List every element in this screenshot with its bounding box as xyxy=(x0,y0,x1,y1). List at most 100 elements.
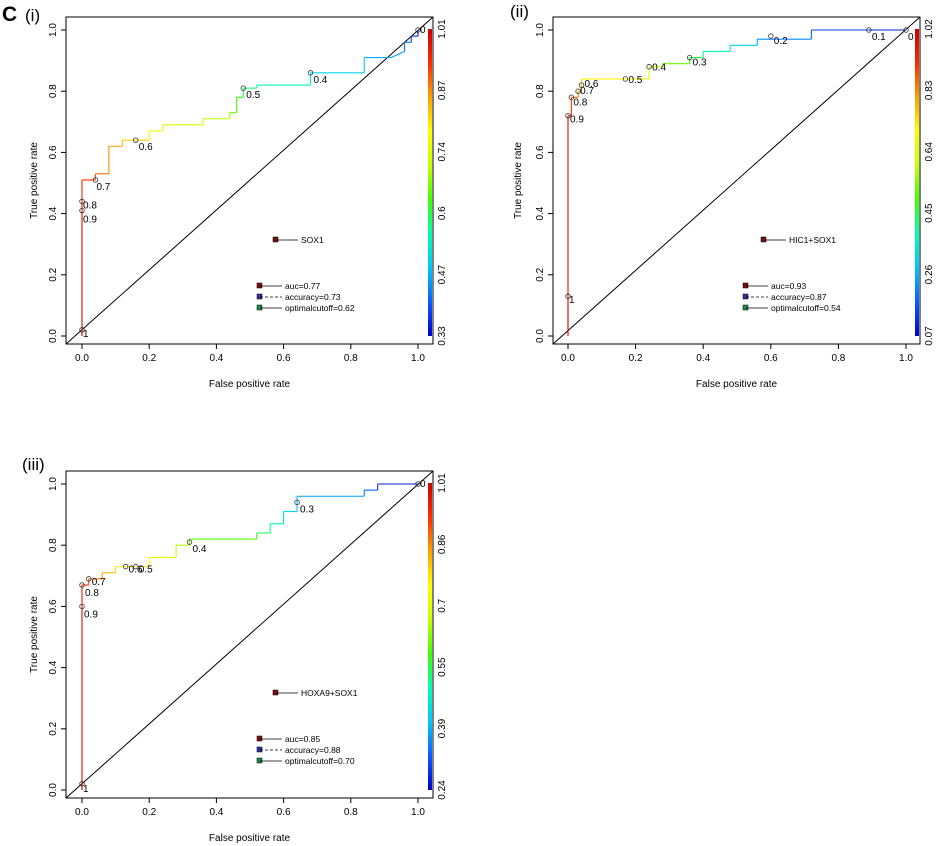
cutoff-label: 0.9 xyxy=(84,609,98,620)
accuracy-legend-marker xyxy=(256,746,263,753)
cutoff-point xyxy=(79,582,85,588)
y-tick-label: 0.4 xyxy=(535,206,546,220)
colorbar xyxy=(428,29,432,336)
cutoff-point xyxy=(294,499,300,506)
colorbar-label: 0.33 xyxy=(437,326,448,346)
cutoff-point xyxy=(79,327,85,333)
cutoff-label: 0.8 xyxy=(573,97,587,108)
auc-legend-marker xyxy=(256,735,263,742)
x-axis-label: False positive rate xyxy=(209,379,291,390)
cutoff-legend-text: optimalcutoff=0.70 xyxy=(285,756,355,766)
x-axis-label: False positive rate xyxy=(696,379,778,390)
cutoff-point xyxy=(133,563,139,570)
cutoff-label: 0.7 xyxy=(580,86,594,97)
y-tick-label: 0.8 xyxy=(535,84,546,98)
auc-legend-marker xyxy=(256,282,263,289)
cutoff-label: 0.4 xyxy=(193,544,207,555)
cutoff-point xyxy=(575,88,581,94)
diagonal-line xyxy=(65,470,434,799)
y-tick-label: 0.4 xyxy=(48,206,59,220)
y-tick-label: 0.8 xyxy=(48,84,59,98)
cutoff-label: 0.4 xyxy=(313,75,327,86)
colorbar-label: 0.45 xyxy=(924,203,935,223)
y-tick-label: 0.6 xyxy=(48,599,59,613)
y-tick-label: 1.0 xyxy=(48,23,59,37)
x-tick-label: 1.0 xyxy=(411,353,425,364)
cutoff-label: 0.7 xyxy=(96,182,110,193)
colorbar-label: 1.02 xyxy=(924,19,935,39)
panel-subtitle: (ii) xyxy=(510,2,529,21)
x-tick-label: 0.6 xyxy=(764,353,778,364)
y-tick-label: 1.0 xyxy=(535,23,546,37)
roc-panel: (i) 0.0 0.2 0.4 0.6 0.8 1.0 0.0 0.2 0.4 0.6 0.8 1.0 F… xyxy=(25,6,448,390)
cutoff-legend-marker xyxy=(256,757,263,764)
series-marker xyxy=(760,236,767,243)
accuracy-legend-text: accuracy=0.88 xyxy=(285,745,341,755)
cutoff-point xyxy=(415,481,421,487)
series-marker xyxy=(272,689,279,696)
y-axis-label: True positive rate xyxy=(29,596,40,673)
x-tick-label: 0.8 xyxy=(344,807,358,818)
x-tick-label: 0.4 xyxy=(209,807,223,818)
cutoff-label: 0.4 xyxy=(652,63,666,74)
cutoff-label: 0.9 xyxy=(83,215,97,226)
cutoff-label: 1 xyxy=(83,784,89,795)
cutoff-label: 0.3 xyxy=(693,58,707,69)
colorbar-label: 0.83 xyxy=(924,80,935,100)
y-tick-label: 0.2 xyxy=(535,267,546,281)
cutoff-label: 0.7 xyxy=(92,577,106,588)
cutoff-label: 1 xyxy=(83,329,89,340)
colorbar-label: 1.01 xyxy=(437,19,448,39)
cutoff-label: 0.6 xyxy=(139,142,153,153)
cutoff-legend-text: optimalcutoff=0.54 xyxy=(771,303,841,313)
y-tick-label: 0.6 xyxy=(48,145,59,159)
cutoff-point xyxy=(646,64,652,70)
x-tick-label: 0.0 xyxy=(75,807,89,818)
y-axis-label: True positive rate xyxy=(513,142,524,219)
auc-legend-marker xyxy=(742,282,749,289)
cutoff-label: 0 xyxy=(420,25,426,36)
cutoff-point xyxy=(79,603,85,610)
cutoff-label: 0.6 xyxy=(585,79,599,90)
colorbar-label: 1.01 xyxy=(437,473,448,493)
roc-panel: (iii) 0.0 0.2 0.4 0.6 0.8 1.0 0.0 0.2 0.4 0.6 0.8 1.… xyxy=(22,455,448,844)
colorbar-label: 0.24 xyxy=(437,780,448,800)
x-tick-label: 0.8 xyxy=(344,353,358,364)
cutoff-point xyxy=(240,85,246,91)
y-tick-label: 0.2 xyxy=(48,721,59,735)
cutoff-legend-text: optimalcutoff=0.62 xyxy=(285,303,355,313)
colorbar-label: 0.47 xyxy=(437,264,448,284)
y-tick-label: 0.0 xyxy=(48,783,59,797)
series-legend-label: SOX1 xyxy=(301,235,324,245)
cutoff-legend-marker xyxy=(742,304,749,311)
cutoff-legend-marker xyxy=(256,304,263,311)
x-tick-label: 0.6 xyxy=(277,807,291,818)
cutoff-label: 0.9 xyxy=(570,115,584,126)
cutoff-label: 1 xyxy=(569,295,575,306)
colorbar-label: 0.07 xyxy=(924,326,935,346)
cutoff-label: 0.6 xyxy=(129,565,143,576)
colorbar-label: 0.26 xyxy=(924,264,935,284)
accuracy-legend-marker xyxy=(256,293,263,300)
colorbar-label: 0.39 xyxy=(437,718,448,738)
cutoff-point xyxy=(79,198,85,205)
x-tick-label: 1.0 xyxy=(899,353,913,364)
cutoff-point xyxy=(686,54,693,61)
cutoff-point xyxy=(133,137,139,143)
accuracy-legend-text: accuracy=0.87 xyxy=(771,292,827,302)
series-marker xyxy=(272,236,279,243)
roc-segment xyxy=(390,50,405,59)
accuracy-legend-marker xyxy=(742,293,749,300)
cutoff-label: 0.8 xyxy=(83,200,97,211)
cutoff-label: 0 xyxy=(908,32,914,43)
x-tick-label: 0.4 xyxy=(696,353,710,364)
cutoff-label: 0.3 xyxy=(300,504,314,515)
auc-legend-text: auc=0.77 xyxy=(285,281,320,291)
cutoff-label: 0.5 xyxy=(246,90,260,101)
auc-legend-text: auc=0.93 xyxy=(771,281,806,291)
y-tick-label: 0.8 xyxy=(48,538,59,552)
plot-frame xyxy=(552,16,921,345)
x-tick-label: 0.2 xyxy=(142,807,156,818)
cutoff-point xyxy=(186,539,193,545)
cutoff-label: 0.8 xyxy=(85,588,99,599)
